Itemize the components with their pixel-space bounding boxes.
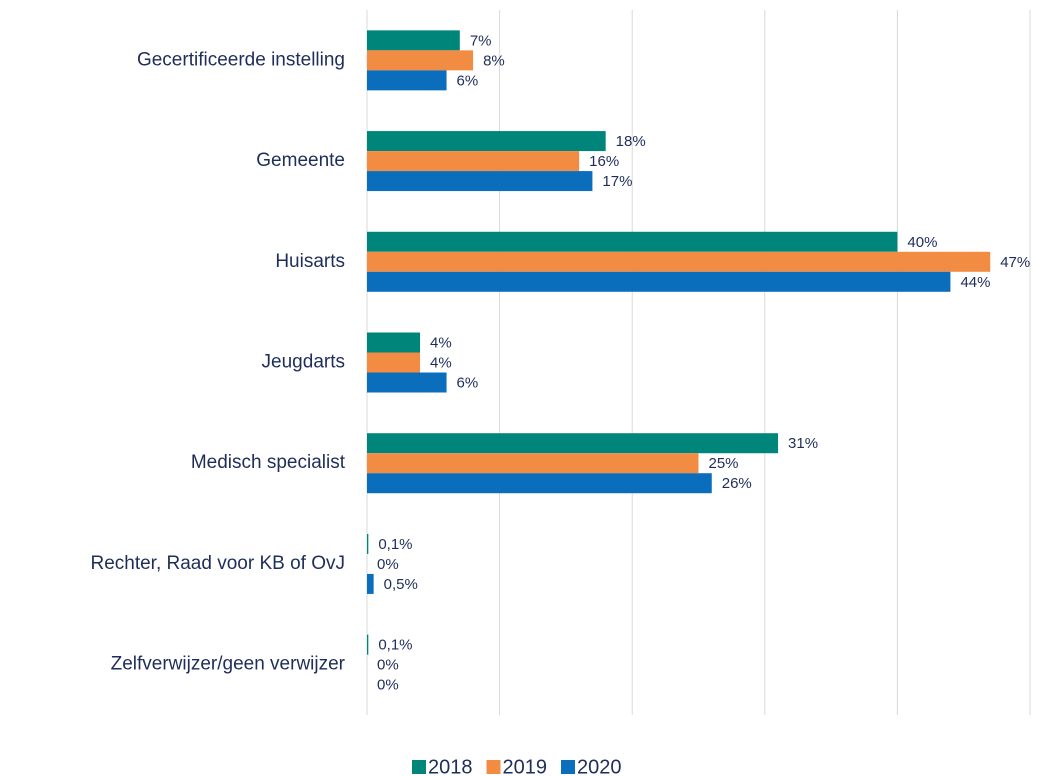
bar (367, 433, 779, 454)
legend-label: 2018 (428, 756, 473, 776)
value-label: 18% (616, 133, 646, 150)
bar (367, 70, 447, 91)
value-label: 6% (457, 72, 479, 89)
value-label: 17% (602, 173, 632, 190)
value-label: 47% (1000, 254, 1030, 271)
bar (367, 332, 421, 353)
value-label: 40% (907, 234, 937, 251)
category-label: Rechter, Raad voor KB of OvJ (90, 553, 345, 574)
bar (367, 50, 474, 71)
bar (367, 473, 712, 494)
bar (367, 231, 898, 252)
value-label: 26% (722, 475, 752, 492)
bar (367, 573, 374, 594)
legend-swatch (486, 760, 501, 774)
bar (367, 352, 421, 373)
category-label: Huisarts (275, 251, 345, 272)
legend-swatch (412, 760, 426, 774)
value-label: 44% (960, 274, 990, 291)
bar (367, 453, 699, 474)
value-label: 7% (470, 32, 492, 49)
value-label: 4% (430, 334, 452, 351)
bar (367, 372, 447, 393)
value-label: 31% (788, 435, 818, 452)
bar (367, 151, 580, 172)
category-label: Gecertificeerde instelling (137, 49, 345, 70)
value-label: 6% (457, 374, 479, 391)
value-label: 8% (483, 52, 505, 69)
value-label: 25% (709, 455, 739, 472)
category-label: Medisch specialist (191, 452, 346, 473)
value-label: 4% (430, 354, 452, 371)
value-label: 0% (377, 677, 399, 694)
bar (367, 251, 991, 272)
legend-label: 2019 (503, 756, 548, 776)
bar (367, 533, 369, 554)
bar (367, 634, 369, 655)
legend-label: 2020 (577, 756, 622, 776)
value-label: 0% (377, 556, 399, 573)
value-label: 0,5% (384, 576, 418, 593)
category-label: Gemeente (256, 150, 345, 171)
legend-swatch (561, 760, 575, 774)
value-label: 16% (589, 153, 619, 170)
bar (367, 271, 951, 292)
category-label: Zelfverwijzer/geen verwijzer (111, 654, 346, 675)
value-label: 0,1% (378, 637, 412, 654)
category-label: Jeugdarts (262, 352, 345, 373)
bar (367, 30, 460, 51)
value-label: 0% (377, 657, 399, 674)
bar (367, 171, 593, 192)
bar (367, 131, 606, 152)
value-label: 0,1% (378, 536, 412, 553)
